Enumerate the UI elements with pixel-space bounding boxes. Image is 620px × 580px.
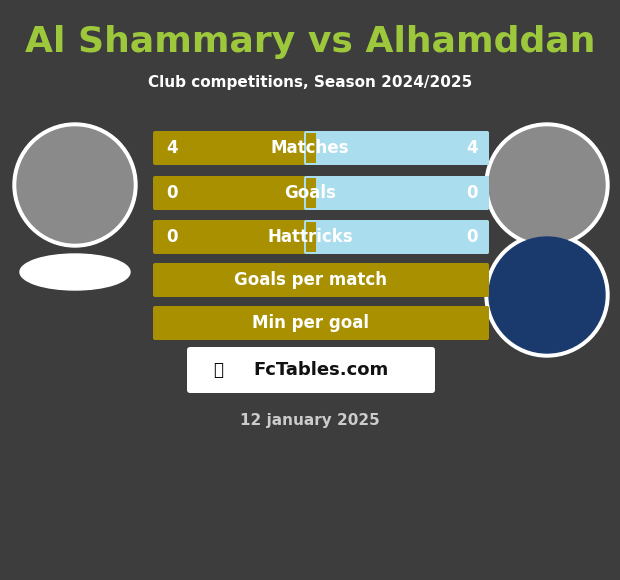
- FancyBboxPatch shape: [304, 131, 489, 165]
- FancyBboxPatch shape: [304, 220, 489, 254]
- Text: 0: 0: [466, 184, 478, 202]
- Text: Goals per match: Goals per match: [234, 271, 386, 289]
- Circle shape: [13, 123, 137, 247]
- Bar: [306, 178, 316, 208]
- Text: Club competitions, Season 2024/2025: Club competitions, Season 2024/2025: [148, 74, 472, 89]
- Circle shape: [485, 233, 609, 357]
- FancyBboxPatch shape: [153, 220, 489, 254]
- Text: 0: 0: [166, 228, 178, 246]
- FancyBboxPatch shape: [153, 263, 489, 297]
- Text: Matches: Matches: [271, 139, 349, 157]
- Text: Hattricks: Hattricks: [267, 228, 353, 246]
- Text: 12 january 2025: 12 january 2025: [240, 412, 380, 427]
- Bar: [306, 222, 316, 252]
- Text: 4: 4: [466, 139, 478, 157]
- Text: 📊: 📊: [213, 361, 223, 379]
- Circle shape: [17, 127, 133, 243]
- Text: 0: 0: [466, 228, 478, 246]
- FancyBboxPatch shape: [187, 347, 435, 393]
- Circle shape: [489, 237, 605, 353]
- FancyBboxPatch shape: [153, 176, 489, 210]
- Text: Goals: Goals: [284, 184, 336, 202]
- Text: 4: 4: [166, 139, 178, 157]
- Text: Min per goal: Min per goal: [252, 314, 368, 332]
- Bar: [306, 133, 316, 163]
- FancyBboxPatch shape: [304, 176, 489, 210]
- FancyBboxPatch shape: [153, 131, 489, 165]
- Circle shape: [489, 127, 605, 243]
- Text: FcTables.com: FcTables.com: [254, 361, 389, 379]
- Text: Al Shammary vs Alhamddan: Al Shammary vs Alhamddan: [25, 25, 595, 59]
- FancyBboxPatch shape: [153, 306, 489, 340]
- Ellipse shape: [20, 254, 130, 290]
- Circle shape: [485, 123, 609, 247]
- Text: 0: 0: [166, 184, 178, 202]
